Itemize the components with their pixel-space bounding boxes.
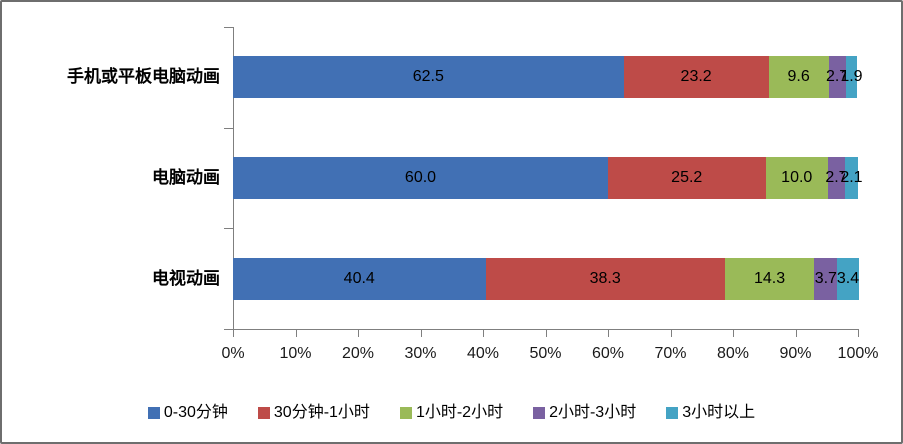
x-axis-tick-label: 60% (591, 345, 625, 362)
segment-value-label: 60.0 (404, 169, 437, 186)
legend-item: 30分钟-1小时 (257, 404, 370, 421)
legend-label: 30分钟-1小时 (273, 404, 370, 421)
legend: 0-30分钟 30分钟-1小时 1小时-2小时 2小时-3小时 3小时以上 (2, 401, 901, 425)
segment-value-label: 23.2 (680, 68, 712, 86)
legend-swatch (533, 407, 546, 419)
segment-value-label: 2.7 (825, 68, 849, 86)
bar-segment (623, 56, 769, 99)
x-axis-tick (671, 329, 672, 337)
bar-segment (485, 257, 725, 300)
bar-segment (828, 157, 845, 199)
x-axis-tick-label: 70% (654, 345, 687, 362)
x-axis-tick (546, 329, 547, 337)
y-axis-category-label: 电视动画 (152, 268, 220, 288)
x-axis-tick (358, 329, 359, 337)
bar-segment (233, 157, 608, 199)
y-axis-tick (224, 27, 233, 28)
legend-label: 1小时-2小时 (415, 404, 504, 421)
x-axis-tick-label: 40% (466, 345, 500, 362)
x-axis-tick-label: 0% (221, 345, 245, 362)
segment-value-label: 38.3 (589, 269, 621, 287)
bar-segment (724, 257, 815, 300)
x-axis-tick-label: 90% (779, 345, 812, 362)
y-axis-tick (224, 329, 233, 330)
segment-value-label: 40.4 (343, 269, 375, 287)
legend-label: 3小时以上 (682, 404, 756, 421)
legend-swatch (147, 407, 160, 419)
bar-segment (233, 257, 486, 300)
x-axis-tick (733, 329, 734, 337)
bar-segment (768, 56, 829, 99)
x-axis-tick-label: 20% (341, 345, 375, 362)
x-axis-tick (421, 329, 422, 337)
bar-segment (814, 257, 838, 300)
bar-segment (828, 56, 846, 99)
segment-value-label: 9.6 (787, 68, 810, 86)
bar-segment (845, 56, 858, 99)
legend-item: 3小时以上 (666, 405, 755, 421)
y-axis-category-label: 手机或平板电脑动画 (67, 67, 220, 87)
bar-segment (765, 157, 828, 199)
segment-value-label: 2.1 (840, 169, 863, 186)
bar-segment (608, 157, 766, 199)
x-axis-tick (858, 329, 859, 337)
legend-item: 0-30分钟 (147, 404, 228, 421)
x-axis-tick (608, 329, 609, 337)
segment-value-label: 25.2 (671, 169, 703, 186)
y-axis-tick (224, 128, 233, 129)
x-axis-tick-label: 10% (279, 345, 312, 362)
legend-label: 2小时-3小时 (549, 404, 637, 421)
segment-value-label: 1.9 (840, 68, 863, 86)
x-axis-tick-label: 100% (837, 345, 879, 362)
x-axis-tick-label: 80% (716, 345, 750, 362)
legend-item: 1小时-2小时 (399, 404, 504, 421)
legend-item: 2小时-3小时 (533, 405, 636, 421)
x-axis-tick-label: 30% (404, 345, 437, 362)
segment-value-label: 2.7 (825, 169, 848, 186)
legend-swatch (666, 407, 679, 419)
legend-swatch (257, 407, 270, 419)
x-axis-tick (233, 329, 234, 337)
x-axis-tick (796, 329, 797, 337)
segment-value-label: 10.0 (781, 169, 813, 186)
y-axis-category-label: 电脑动画 (152, 168, 220, 188)
bar-segment (837, 257, 859, 300)
segment-value-label: 3.7 (814, 269, 837, 287)
bar-segment (233, 56, 624, 99)
y-axis-tick (224, 228, 233, 229)
bar-segment (844, 157, 858, 199)
x-axis-tick (296, 329, 297, 337)
segment-value-label: 62.5 (412, 68, 444, 86)
x-axis-tick (483, 329, 484, 337)
x-axis-tick-label: 50% (529, 345, 562, 362)
segment-value-label: 14.3 (753, 269, 786, 287)
legend-swatch (399, 407, 412, 419)
legend-label: 0-30分钟 (163, 404, 228, 421)
segment-value-label: 3.4 (836, 269, 860, 287)
